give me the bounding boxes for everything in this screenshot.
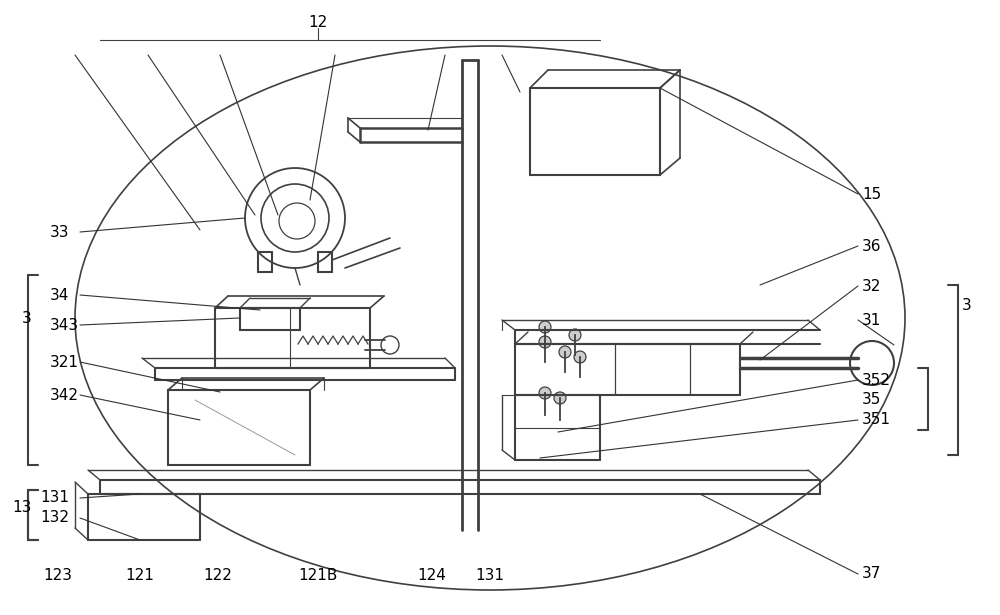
Circle shape: [554, 392, 566, 404]
Circle shape: [574, 351, 586, 363]
Circle shape: [539, 321, 551, 333]
Circle shape: [539, 387, 551, 399]
Text: 131: 131: [40, 491, 69, 506]
Text: 121B: 121B: [298, 568, 338, 584]
Text: 3: 3: [22, 311, 32, 325]
Text: 343: 343: [50, 317, 79, 333]
Text: 342: 342: [50, 387, 79, 402]
Text: 37: 37: [862, 566, 881, 582]
Text: 351: 351: [862, 413, 891, 427]
Text: 35: 35: [862, 392, 881, 408]
Text: 15: 15: [862, 186, 881, 202]
Text: 132: 132: [40, 510, 69, 525]
Text: 31: 31: [862, 312, 881, 328]
Text: 121: 121: [126, 568, 154, 584]
Text: 13: 13: [12, 501, 31, 515]
Text: 131: 131: [476, 568, 505, 584]
Text: 34: 34: [50, 287, 69, 303]
Text: 321: 321: [50, 354, 79, 370]
Circle shape: [539, 336, 551, 348]
Text: 12: 12: [308, 15, 328, 30]
Text: 123: 123: [44, 568, 73, 584]
Text: 33: 33: [50, 224, 70, 239]
Circle shape: [569, 329, 581, 341]
Text: 36: 36: [862, 239, 882, 253]
Text: 122: 122: [204, 568, 232, 584]
Text: 124: 124: [418, 568, 446, 584]
Text: 32: 32: [862, 279, 881, 293]
Text: 352: 352: [862, 373, 891, 387]
Text: 3: 3: [962, 298, 972, 312]
Circle shape: [559, 346, 571, 358]
